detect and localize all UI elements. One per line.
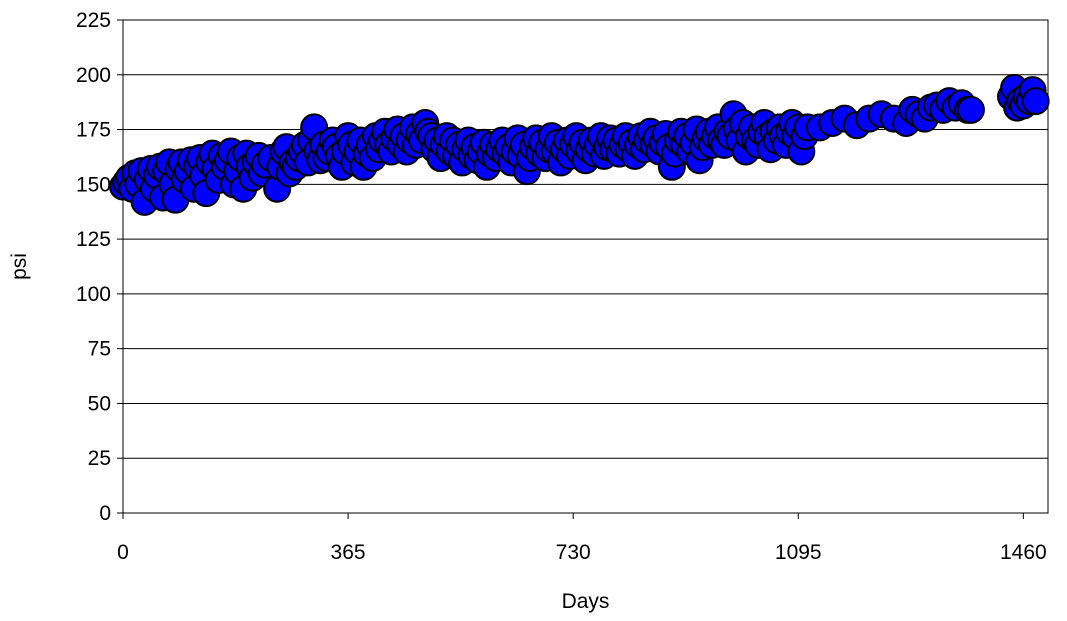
x-tick-label: 0 <box>117 541 129 564</box>
x-tick-label: 365 <box>331 541 366 564</box>
y-tick-label: 200 <box>76 64 111 87</box>
y-axis-title: psi <box>8 253 31 280</box>
x-tick-label: 730 <box>556 541 591 564</box>
x-axis-title: Days <box>562 590 610 613</box>
x-tick-label: 1095 <box>775 541 822 564</box>
y-tick-label: 175 <box>76 119 111 142</box>
x-tick-label: 1460 <box>1000 541 1047 564</box>
plot-area-frame <box>122 19 1049 514</box>
y-tick-label: 150 <box>76 173 111 196</box>
y-tick-label: 225 <box>76 9 111 32</box>
data-point <box>956 95 985 124</box>
data-series <box>109 73 1050 216</box>
y-tick-label: 25 <box>88 447 111 470</box>
y-tick-label: 75 <box>88 338 111 361</box>
y-tick-label: 0 <box>99 502 111 525</box>
y-tick-label: 100 <box>76 283 111 306</box>
y-tick-label: 50 <box>88 392 111 415</box>
y-axis-ticks: 0 25 50 75 100 125 150 175 200 225 <box>76 9 123 525</box>
x-axis-ticks: 0 365 730 1095 1460 <box>117 513 1047 564</box>
y-tick-label: 125 <box>76 228 111 251</box>
data-point <box>1021 87 1050 116</box>
